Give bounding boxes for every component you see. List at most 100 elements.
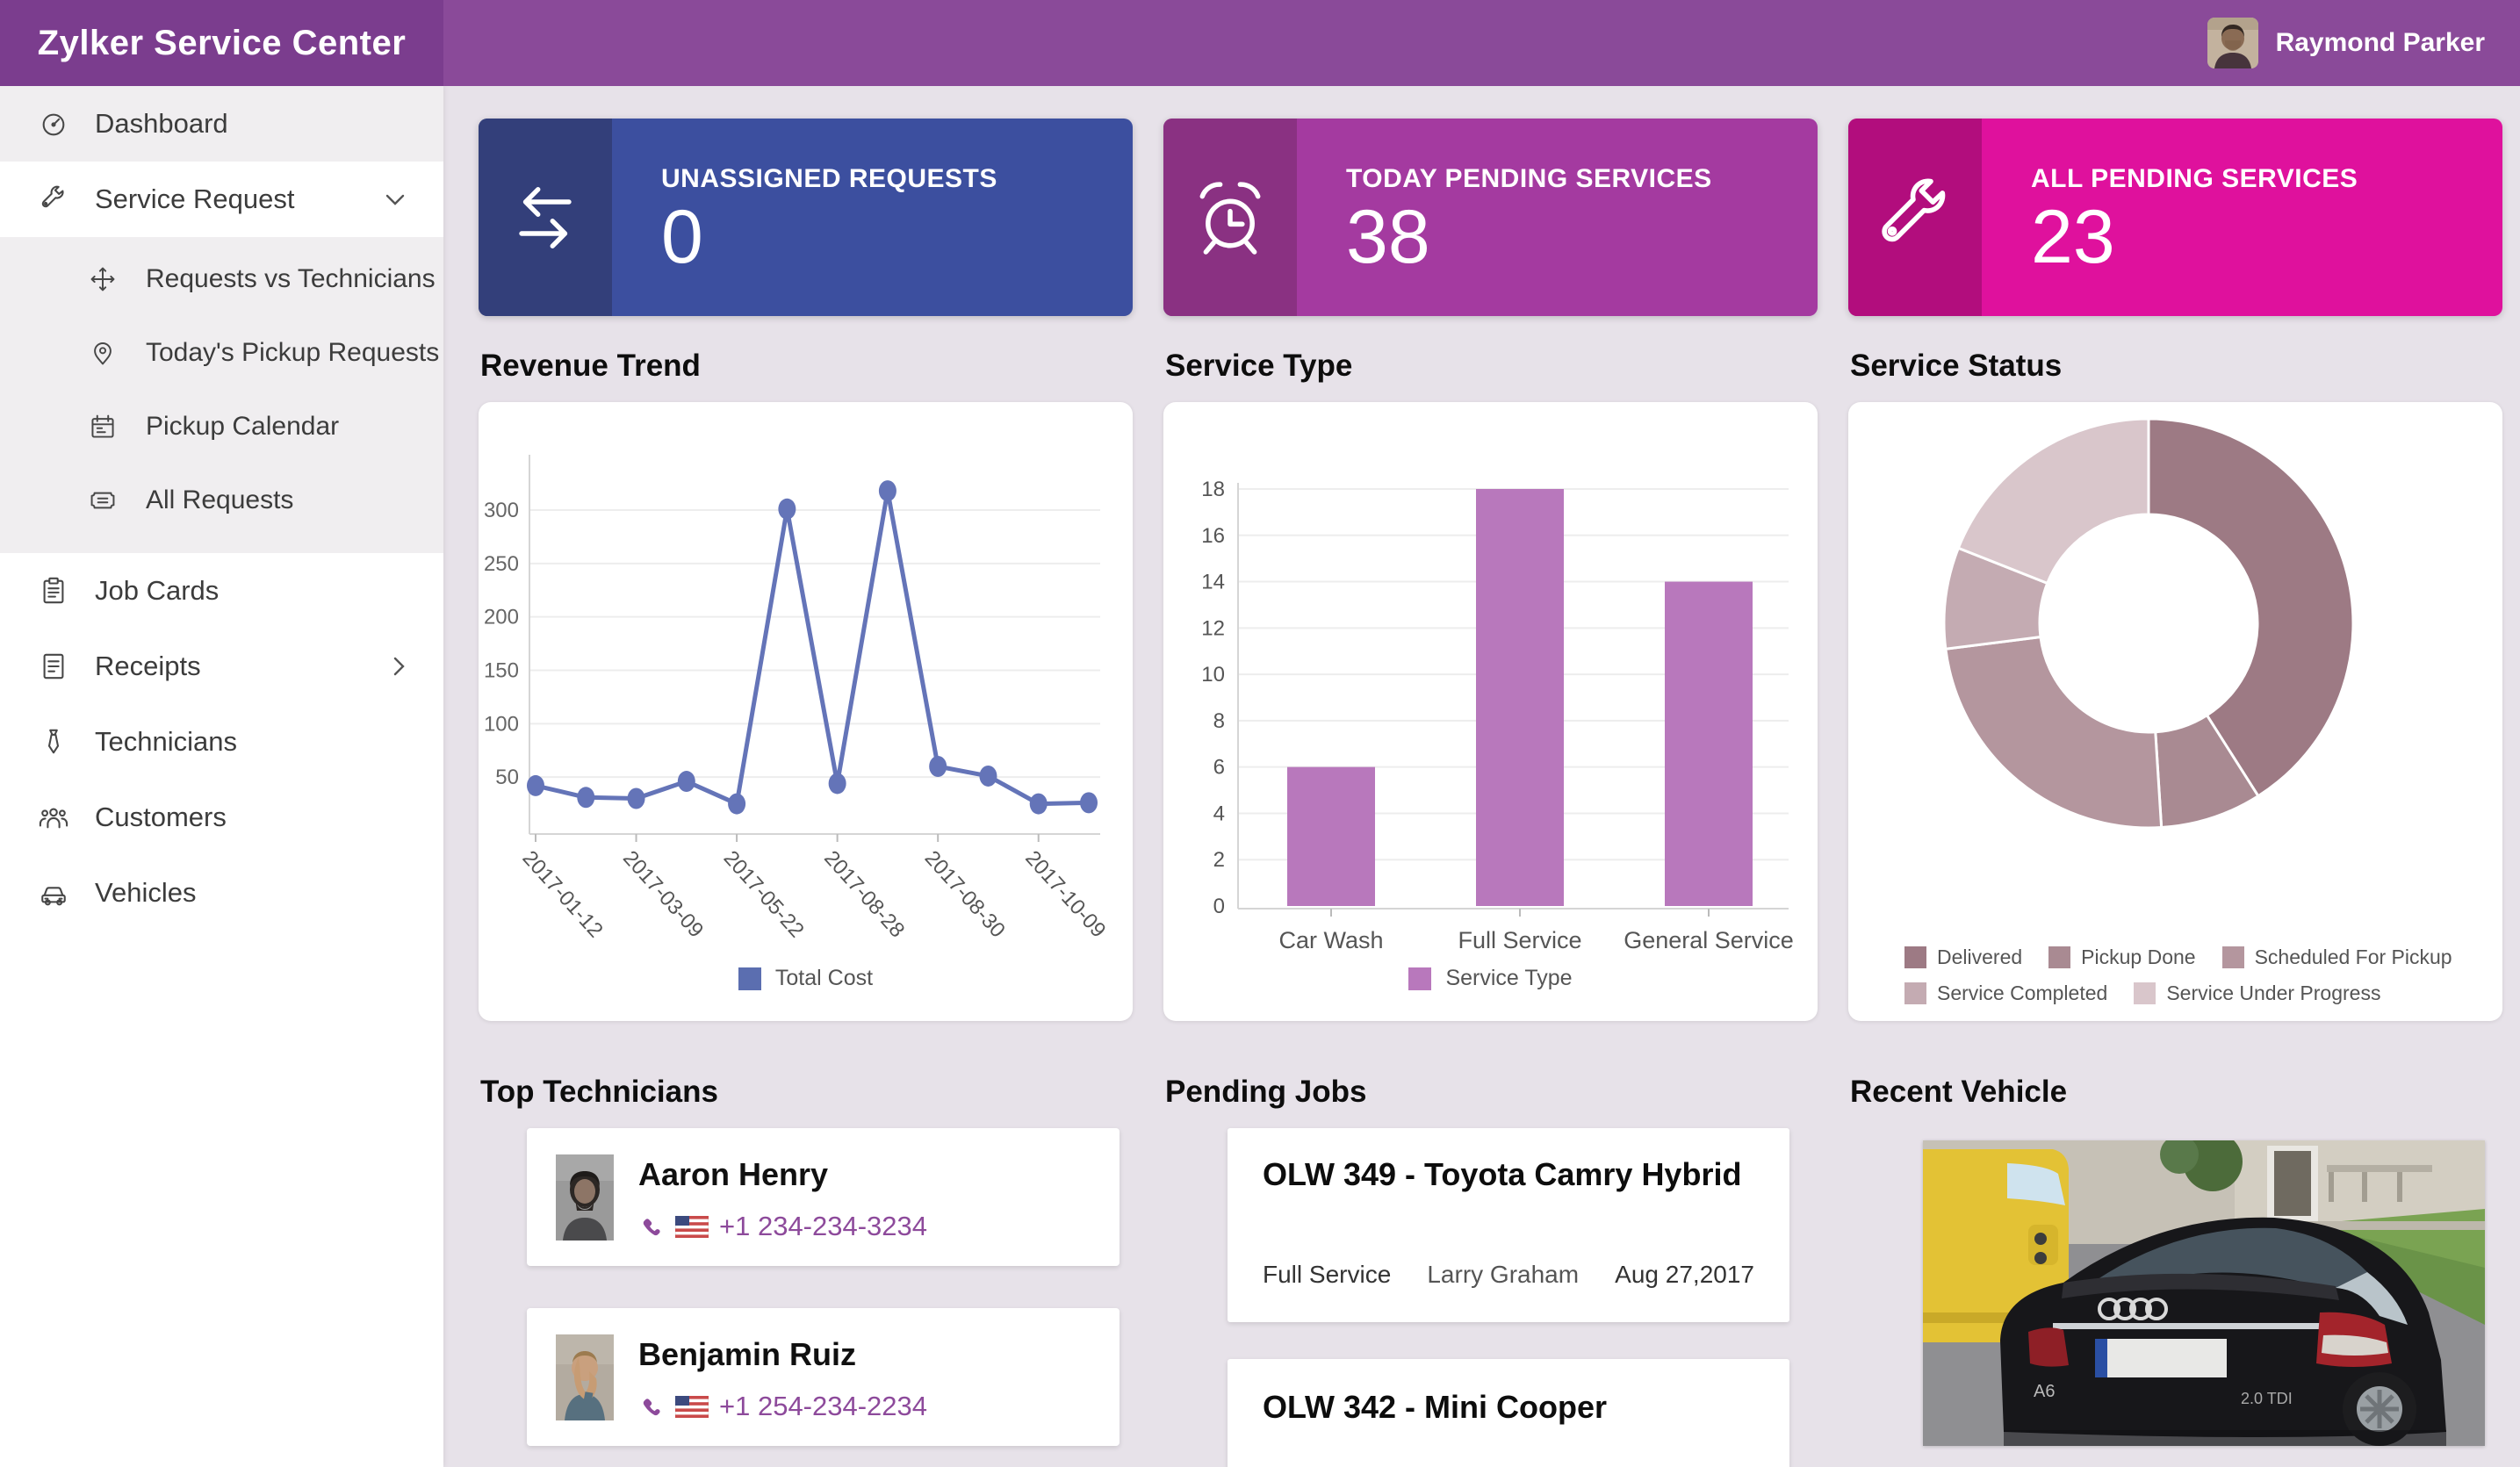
- sidebar: Dashboard Service Request R: [0, 86, 443, 1467]
- sidebar-item-label: Receipts: [95, 651, 201, 681]
- svg-text:150: 150: [484, 659, 519, 683]
- service-status-section: Service Status Delivered Pickup Done Sch…: [1848, 316, 2502, 1021]
- revenue-trend-title: Revenue Trend: [480, 349, 701, 383]
- stat-value: 23: [2031, 195, 2115, 279]
- stat-label: ALL PENDING SERVICES: [2031, 164, 2358, 193]
- stat-card-unassigned-requests[interactable]: UNASSIGNED REQUESTS 0: [479, 119, 1133, 316]
- sidebar-item-label: Dashboard: [95, 108, 228, 139]
- svg-text:12: 12: [1201, 616, 1225, 640]
- svg-text:18: 18: [1201, 478, 1225, 501]
- svg-text:6: 6: [1213, 756, 1225, 780]
- sidebar-item-label: Today's Pickup Requests: [146, 338, 440, 367]
- dashboard-icon: [39, 109, 68, 139]
- car-icon: [39, 878, 68, 908]
- chevron-down-icon: [385, 194, 405, 205]
- stat-value: 0: [661, 195, 703, 279]
- transfer-arrows-icon: [479, 119, 612, 316]
- service-request-submenu: Requests vs Technicians Today's Pickup R…: [0, 237, 443, 553]
- pending-job-card[interactable]: OLW 342 - Mini Cooper: [1228, 1359, 1789, 1467]
- legend-pickup-done[interactable]: Pickup Done: [2048, 946, 2196, 969]
- revenue-legend[interactable]: Total Cost: [479, 966, 1133, 991]
- phone-number: +1 254-234-2234: [719, 1391, 928, 1421]
- wrench-icon: [1848, 119, 1982, 316]
- service-type-chart: 0 2 4 6 8 10 12 14 16 18 Car Wash Full Service Gener…: [1201, 478, 1794, 953]
- legend-service-under-progress[interactable]: Service Under Progress: [2134, 982, 2380, 1005]
- sidebar-item-label: Job Cards: [95, 575, 220, 606]
- stats-row: UNASSIGNED REQUESTS 0 TODAY PENDING SERV…: [479, 119, 2502, 316]
- svg-text:300: 300: [484, 499, 519, 522]
- job-meta: Full Service Larry Graham Aug 27,2017: [1263, 1261, 1754, 1289]
- technician-info: Aaron Henry +1 234-234-3234: [638, 1128, 927, 1266]
- legend-scheduled-for-pickup[interactable]: Scheduled For Pickup: [2221, 946, 2452, 969]
- pending-jobs-title: Pending Jobs: [1165, 1075, 1367, 1109]
- sidebar-item-requests-vs-technicians[interactable]: Requests vs Technicians: [0, 242, 443, 316]
- stat-label: TODAY PENDING SERVICES: [1346, 164, 1712, 193]
- sidebar-item-technicians[interactable]: Technicians: [0, 704, 443, 780]
- document-icon: [39, 651, 68, 681]
- technician-card[interactable]: Aaron Henry +1 234-234-3234: [527, 1128, 1120, 1266]
- svg-text:250: 250: [484, 552, 519, 576]
- us-flag-icon: [675, 1215, 709, 1238]
- alarm-clock-icon: [1163, 119, 1297, 316]
- sidebar-item-pickup-calendar[interactable]: Pickup Calendar: [0, 390, 443, 464]
- tie-icon: [39, 727, 68, 757]
- phone-icon: [643, 1219, 660, 1236]
- sidebar-item-all-requests[interactable]: All Requests: [0, 464, 443, 537]
- sidebar-item-service-request[interactable]: Service Request: [0, 162, 443, 237]
- sidebar-item-receipts[interactable]: Receipts: [0, 629, 443, 704]
- phone-number: +1 234-234-3234: [719, 1211, 928, 1241]
- svg-text:100: 100: [484, 712, 519, 736]
- svg-text:10: 10: [1201, 663, 1225, 687]
- recent-vehicle-title: Recent Vehicle: [1850, 1075, 2068, 1109]
- technician-phone[interactable]: +1 234-234-3234: [638, 1211, 927, 1242]
- svg-text:2017-10-09: 2017-10-09: [1020, 846, 1110, 942]
- sidebar-item-customers[interactable]: Customers: [0, 780, 443, 855]
- clipboard-icon: [39, 576, 68, 606]
- sidebar-item-label: Requests vs Technicians: [146, 264, 436, 293]
- technician-phone[interactable]: +1 254-234-2234: [638, 1391, 927, 1422]
- stat-card-today-pending-services[interactable]: TODAY PENDING SERVICES 38: [1163, 119, 1818, 316]
- charts-row: Revenue Trend 50 100 150 200 250 300 2017-01-1…: [479, 316, 2502, 1021]
- main-content: UNASSIGNED REQUESTS 0 TODAY PENDING SERV…: [443, 86, 2520, 1467]
- svg-text:2017-05-22: 2017-05-22: [719, 846, 809, 942]
- recent-vehicle-section: Recent Vehicle: [1848, 1021, 2502, 1467]
- job-title: OLW 349 - Toyota Camry Hybrid: [1263, 1156, 1742, 1192]
- bottom-row: Top Technicians: [479, 1021, 2502, 1467]
- top-bar: Zylker Service Center Raymond Parker: [0, 0, 2520, 86]
- sidebar-item-job-cards[interactable]: Job Cards: [0, 553, 443, 629]
- top-technicians-title: Top Technicians: [480, 1075, 718, 1109]
- location-pin-icon: [88, 338, 118, 368]
- legend-label: Service Type: [1445, 966, 1573, 990]
- vehicle-model-badge: A6: [2034, 1382, 2055, 1401]
- legend-delivered[interactable]: Delivered: [1904, 946, 2022, 969]
- revenue-trend-panel: 50 100 150 200 250 300 2017-01-12 2017-03-09 201…: [479, 402, 1133, 1021]
- pending-job-card[interactable]: OLW 349 - Toyota Camry Hybrid Full Servi…: [1228, 1128, 1789, 1322]
- user-menu[interactable]: Raymond Parker: [2207, 18, 2520, 68]
- sidebar-item-vehicles[interactable]: Vehicles: [0, 855, 443, 931]
- service-type-legend[interactable]: Service Type: [1163, 966, 1818, 991]
- revenue-trend-section: Revenue Trend 50 100 150 200 250 300 2017-01-1…: [479, 316, 1133, 1021]
- user-name: Raymond Parker: [2275, 28, 2485, 57]
- legend-label: Total Cost: [774, 966, 874, 990]
- stat-value: 38: [1346, 195, 1430, 279]
- wrench-icon: [39, 184, 68, 214]
- service-status-legend: Delivered Pickup Done Scheduled For Pick…: [1904, 946, 2452, 1005]
- technician-card[interactable]: Benjamin Ruiz +1 254-234-2234: [527, 1308, 1120, 1446]
- phone-icon: [643, 1399, 660, 1416]
- calendar-icon: [88, 412, 118, 442]
- us-flag-icon: [675, 1395, 709, 1418]
- sidebar-item-dashboard[interactable]: Dashboard: [0, 86, 443, 162]
- svg-text:4: 4: [1213, 802, 1225, 825]
- technician-info: Benjamin Ruiz +1 254-234-2234: [638, 1308, 927, 1446]
- svg-text:8: 8: [1213, 709, 1225, 733]
- svg-text:2017-01-12: 2017-01-12: [518, 846, 608, 942]
- legend-service-completed[interactable]: Service Completed: [1904, 982, 2107, 1005]
- top-technicians-section: Top Technicians: [479, 1021, 1133, 1467]
- sidebar-item-todays-pickup-requests[interactable]: Today's Pickup Requests: [0, 316, 443, 390]
- stat-label: UNASSIGNED REQUESTS: [661, 164, 997, 193]
- stat-card-all-pending-services[interactable]: ALL PENDING SERVICES 23: [1848, 119, 2502, 316]
- service-type-swatch: [1408, 967, 1432, 990]
- svg-text:2017-08-28: 2017-08-28: [819, 846, 909, 942]
- service-status-chart: [1942, 417, 2355, 830]
